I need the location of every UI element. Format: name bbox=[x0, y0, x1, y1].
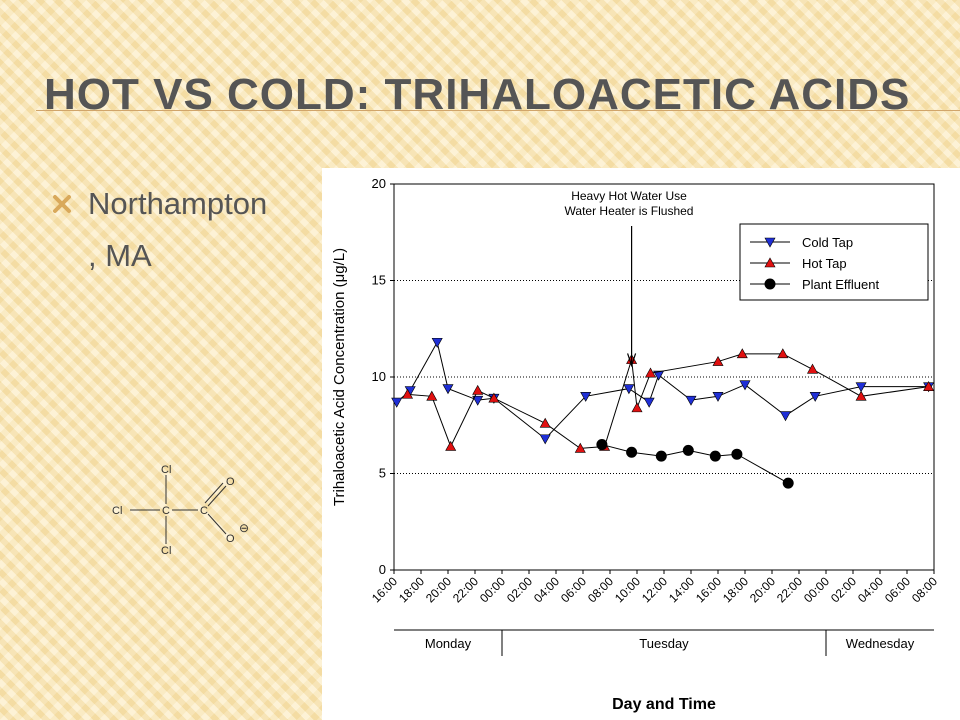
x-tick-label: 06:00 bbox=[882, 574, 913, 605]
data-point bbox=[923, 381, 935, 391]
legend-label: Hot Tap bbox=[802, 256, 847, 271]
annotation-line1: Heavy Hot Water Use bbox=[571, 189, 687, 203]
y-axis-label: Trihaloacetic Acid Concentration (μg/L) bbox=[331, 248, 348, 506]
title-divider bbox=[36, 110, 960, 111]
x-tick-label: 08:00 bbox=[909, 574, 940, 605]
data-point bbox=[806, 363, 819, 374]
data-point bbox=[739, 380, 751, 391]
atom-o-double: O bbox=[226, 476, 235, 488]
atom-c-alpha: C bbox=[162, 505, 170, 517]
data-point bbox=[596, 439, 608, 451]
data-point bbox=[472, 384, 484, 395]
x-tick-label: 00:00 bbox=[477, 574, 508, 605]
data-point bbox=[445, 440, 457, 451]
annotation-line2: Water Heater is Flushed bbox=[565, 204, 694, 218]
x-tick-label: 02:00 bbox=[828, 574, 859, 605]
y-tick-label: 15 bbox=[372, 273, 386, 288]
bullet-text-line2: , MA bbox=[88, 238, 152, 273]
data-point bbox=[809, 392, 821, 402]
y-tick-label: 5 bbox=[379, 466, 386, 481]
data-point bbox=[655, 450, 667, 462]
data-point bbox=[426, 390, 438, 401]
x-tick-label: 00:00 bbox=[801, 574, 832, 605]
data-point bbox=[777, 348, 789, 359]
data-point bbox=[442, 384, 454, 395]
annotation-arrowhead bbox=[627, 353, 637, 368]
data-point bbox=[712, 392, 724, 402]
series-line bbox=[396, 340, 929, 440]
data-point bbox=[623, 384, 635, 395]
x-tick-label: 16:00 bbox=[369, 574, 400, 605]
x-axis-label: Day and Time bbox=[612, 696, 716, 713]
negative-charge-icon: ⊖ bbox=[239, 521, 249, 535]
data-point bbox=[401, 388, 414, 399]
x-tick-label: 18:00 bbox=[396, 574, 427, 605]
data-point bbox=[626, 446, 638, 458]
data-point bbox=[685, 395, 697, 406]
y-tick-label: 20 bbox=[372, 176, 386, 191]
data-point bbox=[574, 442, 586, 453]
series-line bbox=[407, 353, 929, 449]
x-tick-label: 06:00 bbox=[558, 574, 589, 605]
data-point bbox=[764, 237, 776, 248]
x-tick-label: 04:00 bbox=[855, 574, 886, 605]
data-point bbox=[682, 444, 694, 456]
x-tick-label: 10:00 bbox=[612, 574, 643, 605]
x-tick-label: 12:00 bbox=[639, 574, 670, 605]
x-tick-label: 16:00 bbox=[693, 574, 724, 605]
series-plant-effluent bbox=[596, 439, 794, 489]
data-point bbox=[764, 257, 776, 268]
y-tick-label: 10 bbox=[372, 369, 386, 384]
atom-cl-left: Cl bbox=[112, 505, 122, 517]
data-point bbox=[779, 411, 792, 422]
slide-title: HOT VS COLD: TRIHALOACETIC ACIDS bbox=[44, 70, 911, 119]
data-point bbox=[580, 392, 592, 402]
x-mark-icon bbox=[53, 195, 71, 213]
data-point bbox=[391, 397, 403, 408]
x-tick-label: 20:00 bbox=[747, 574, 778, 605]
series-hot-tap bbox=[401, 348, 935, 453]
data-point bbox=[855, 382, 867, 393]
data-point bbox=[731, 448, 743, 460]
data-point bbox=[653, 370, 665, 381]
day-label: Tuesday bbox=[639, 636, 689, 651]
x-tick-label: 22:00 bbox=[774, 574, 805, 605]
x-tick-label: 08:00 bbox=[585, 574, 616, 605]
x-tick-label: 04:00 bbox=[531, 574, 562, 605]
atom-cl-top: Cl bbox=[161, 464, 171, 476]
x-tick-label: 20:00 bbox=[423, 574, 454, 605]
data-point bbox=[764, 278, 776, 290]
trichloroacetate-structure: Cl Cl Cl C C O O ⊖ bbox=[112, 464, 249, 557]
atom-cl-bottom: Cl bbox=[161, 545, 171, 557]
day-label: Wednesday bbox=[846, 636, 915, 651]
x-tick-label: 22:00 bbox=[450, 574, 481, 605]
data-point bbox=[712, 355, 724, 366]
data-point bbox=[709, 450, 721, 462]
day-label: Monday bbox=[425, 636, 472, 651]
atom-c-carboxyl: C bbox=[200, 505, 208, 517]
data-point bbox=[643, 397, 655, 408]
atom-o-single: O bbox=[226, 533, 235, 545]
y-tick-label: 0 bbox=[379, 562, 386, 577]
data-point bbox=[431, 337, 443, 348]
data-point bbox=[539, 417, 551, 428]
data-point bbox=[631, 402, 643, 413]
bullet-text-line1: Northampton bbox=[88, 186, 268, 221]
legend-label: Plant Effluent bbox=[802, 277, 879, 292]
x-tick-label: 02:00 bbox=[504, 574, 535, 605]
legend-label: Cold Tap bbox=[802, 235, 853, 250]
data-point bbox=[472, 395, 484, 406]
data-point bbox=[782, 477, 794, 489]
data-point bbox=[539, 434, 551, 445]
x-tick-label: 14:00 bbox=[666, 574, 697, 605]
data-point bbox=[644, 367, 657, 378]
x-tick-label: 18:00 bbox=[720, 574, 751, 605]
data-point bbox=[736, 348, 748, 359]
data-point bbox=[488, 392, 500, 403]
data-point bbox=[855, 390, 867, 401]
chart-panel: 0 5 10 15 20 16:00 18:00 20:00 22:00 00:00 02:00 0… bbox=[322, 168, 960, 720]
